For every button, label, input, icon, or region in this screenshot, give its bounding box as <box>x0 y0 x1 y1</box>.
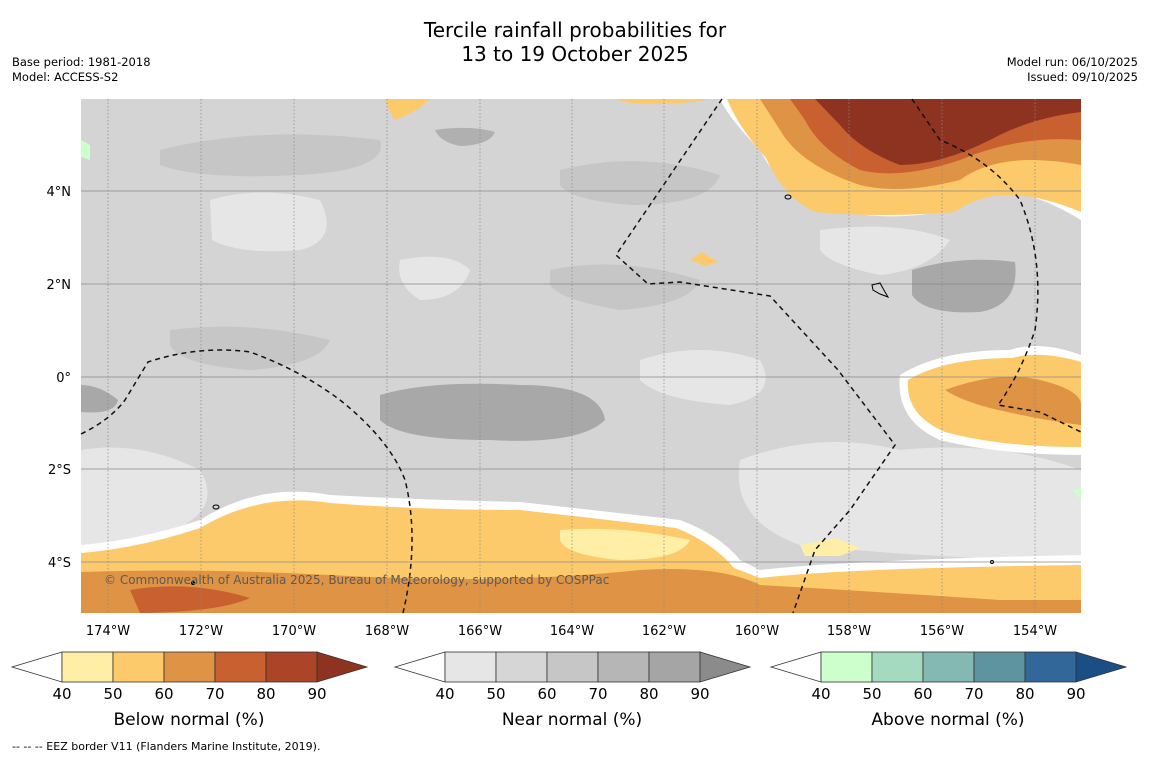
colorbar-tick: 80 <box>639 685 658 703</box>
title-line-2: 13 to 19 October 2025 <box>461 42 689 66</box>
lat-label: 4°N <box>47 185 72 200</box>
lon-label: 164°W <box>550 624 594 639</box>
colorbar-swatch <box>1024 651 1077 683</box>
base-period: Base period: 1981-2018 <box>12 55 151 69</box>
copyright-credit: © Commonwealth of Australia 2025, Bureau… <box>104 573 610 587</box>
colorbar-extend <box>1075 651 1128 683</box>
colorbar-extend <box>316 651 369 683</box>
colorbar-swatch <box>922 651 975 683</box>
colorbar-tick: 50 <box>486 685 505 703</box>
meta-right: Model run: 06/10/2025 Issued: 09/10/2025 <box>1007 55 1138 85</box>
colorbars <box>10 651 1128 683</box>
lat-label: 2°S <box>48 463 71 478</box>
colorbar-tick: 80 <box>1015 685 1034 703</box>
lon-label: 154°W <box>1013 624 1057 639</box>
colorbar-tick: 60 <box>154 685 173 703</box>
colorbar-label-near: Near normal (%) <box>502 710 642 730</box>
lon-label: 158°W <box>827 624 871 639</box>
colorbar-swatch <box>495 651 548 683</box>
colorbar-tick: 70 <box>205 685 224 703</box>
colorbar-below-normal <box>10 651 369 683</box>
colorbar-tick: 50 <box>862 685 881 703</box>
lon-label: 170°W <box>272 624 316 639</box>
colorbar-label-below: Below normal (%) <box>114 710 265 730</box>
colorbar-extend <box>699 651 752 683</box>
colorbar-tick: 70 <box>964 685 983 703</box>
colorbar-swatch <box>546 651 599 683</box>
colorbar-tick: 60 <box>913 685 932 703</box>
title-line-1: Tercile rainfall probabilities for <box>423 18 727 42</box>
eez-borders <box>80 98 1082 614</box>
colorbar-swatch <box>214 651 267 683</box>
colorbar-swatch <box>597 651 650 683</box>
gridlines <box>81 99 1081 613</box>
colorbar-swatch <box>163 651 216 683</box>
map-field <box>81 99 1081 613</box>
colorbar-tick: 90 <box>307 685 326 703</box>
colorbar-swatch <box>648 651 701 683</box>
near-normal-patch <box>380 383 605 441</box>
lon-label: 172°W <box>179 624 223 639</box>
colorbar-tick: 40 <box>811 685 830 703</box>
lon-label: 168°W <box>365 624 409 639</box>
colorbar-tick: 50 <box>103 685 122 703</box>
chart-title: Tercile rainfall probabilities for 13 to… <box>0 18 1150 66</box>
colorbar-swatch <box>973 651 1026 683</box>
model-name: Model: ACCESS-S2 <box>12 70 119 84</box>
eez-footnote: -- -- -- EEZ border V11 (Flanders Marine… <box>12 740 321 753</box>
colorbar-tick: 90 <box>1066 685 1085 703</box>
colorbar-tick: 60 <box>537 685 556 703</box>
issued-date: Issued: 09/10/2025 <box>1027 70 1138 84</box>
lat-label: 2°N <box>47 278 72 293</box>
colorbar-near-normal <box>393 651 752 683</box>
colorbar-label-above: Above normal (%) <box>871 710 1024 730</box>
colorbar-swatch <box>265 651 318 683</box>
colorbar-swatch <box>820 651 873 683</box>
model-run: Model run: 06/10/2025 <box>1006 55 1138 69</box>
islands <box>191 194 994 585</box>
colorbar-swatch <box>444 651 497 683</box>
colorbar-tick: 70 <box>588 685 607 703</box>
lon-label: 162°W <box>642 624 686 639</box>
colorbar-swatch <box>61 651 114 683</box>
lat-label: 0° <box>56 371 71 386</box>
colorbar-swatch <box>112 651 165 683</box>
meta-left: Base period: 1981-2018 Model: ACCESS-S2 <box>12 55 151 85</box>
lon-label: 166°W <box>458 624 502 639</box>
colorbar-tick: 40 <box>52 685 71 703</box>
colorbar-tick: 90 <box>690 685 709 703</box>
lon-label: 160°W <box>735 624 779 639</box>
colorbar-tick: 80 <box>256 685 275 703</box>
below-normal-90 <box>815 99 1081 165</box>
colorbar-tick: 40 <box>435 685 454 703</box>
colorbar-swatch <box>871 651 924 683</box>
lon-label: 174°W <box>86 624 130 639</box>
colorbar-above-normal <box>769 651 1128 683</box>
lon-label: 156°W <box>920 624 964 639</box>
lat-label: 4°S <box>48 556 71 571</box>
